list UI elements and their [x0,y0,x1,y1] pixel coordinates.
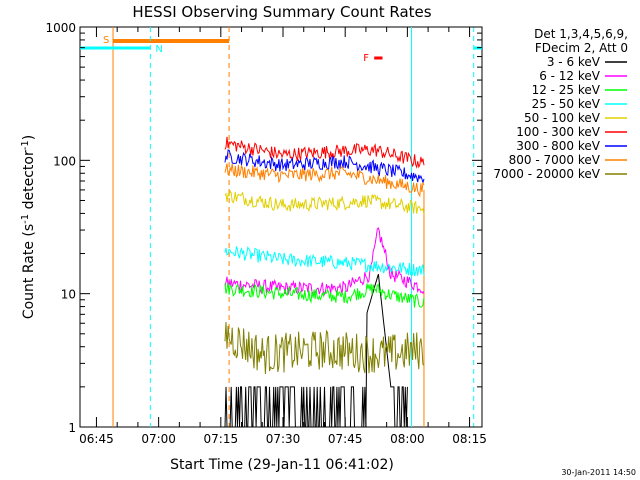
legend-label-5: 100 - 300 keV [516,125,600,139]
legend: Det 1,3,4,5,6,9, FDecim 2, Att 0 3 - 6 k… [493,27,628,181]
y-tick-label: 1000 [45,21,76,35]
flag-layer: S N F [80,27,482,427]
axis-layer: 06:45 07:00 07:15 07:30 07:45 08:00 08:15 1 10 10… [45,21,486,446]
series-line-5 [224,136,425,169]
x-axis-label: Start Time (29-Jan-11 06:41:02) [170,457,394,473]
data-layer [224,136,425,428]
legend-label-4: 50 - 100 keV [524,111,601,125]
x-tick-label: 07:15 [204,432,239,446]
x-tick-label: 08:00 [390,432,425,446]
series-line-0 [224,274,408,428]
legend-label-0: 3 - 6 keV [547,55,601,69]
legend-label-2: 12 - 25 keV [532,83,601,97]
series-line-2 [224,282,425,308]
night-flag-label: N [155,44,162,55]
legend-label-3: 25 - 50 keV [532,97,601,111]
series-line-7 [224,163,425,198]
y-tick-label: 10 [61,288,76,302]
saa-flag-label: S [103,35,109,46]
series-line-8 [224,321,425,375]
series-line-1 [224,227,425,296]
x-tick-label: 06:45 [79,432,114,446]
chart-title: HESSI Observing Summary Count Rates [132,3,431,21]
series-line-3 [224,246,425,277]
date-stamp: 30-Jan-2011 14:50 [561,468,636,477]
x-tick-label: 07:45 [328,432,363,446]
legend-label-6: 300 - 800 keV [516,139,600,153]
legend-label-8: 7000 - 20000 keV [493,167,600,181]
legend-header-2: FDecim 2, Att 0 [535,41,628,55]
x-tick-label: 08:15 [452,432,487,446]
x-tick-label: 07:30 [266,432,301,446]
legend-label-7: 800 - 7000 keV [509,153,601,167]
y-tick-label: 100 [53,154,76,168]
legend-label-1: 6 - 12 keV [539,69,601,83]
x-tick-label: 07:00 [141,432,176,446]
flare-flag-label: F [363,53,369,64]
series-line-4 [224,189,425,215]
y-axis-label: Count Rate (s-1 detector-1) [20,135,37,319]
plot-frame [79,26,483,428]
series-line-6 [224,149,425,184]
legend-header-1: Det 1,3,4,5,6,9, [534,27,628,41]
y-tick-label: 1 [68,421,76,435]
